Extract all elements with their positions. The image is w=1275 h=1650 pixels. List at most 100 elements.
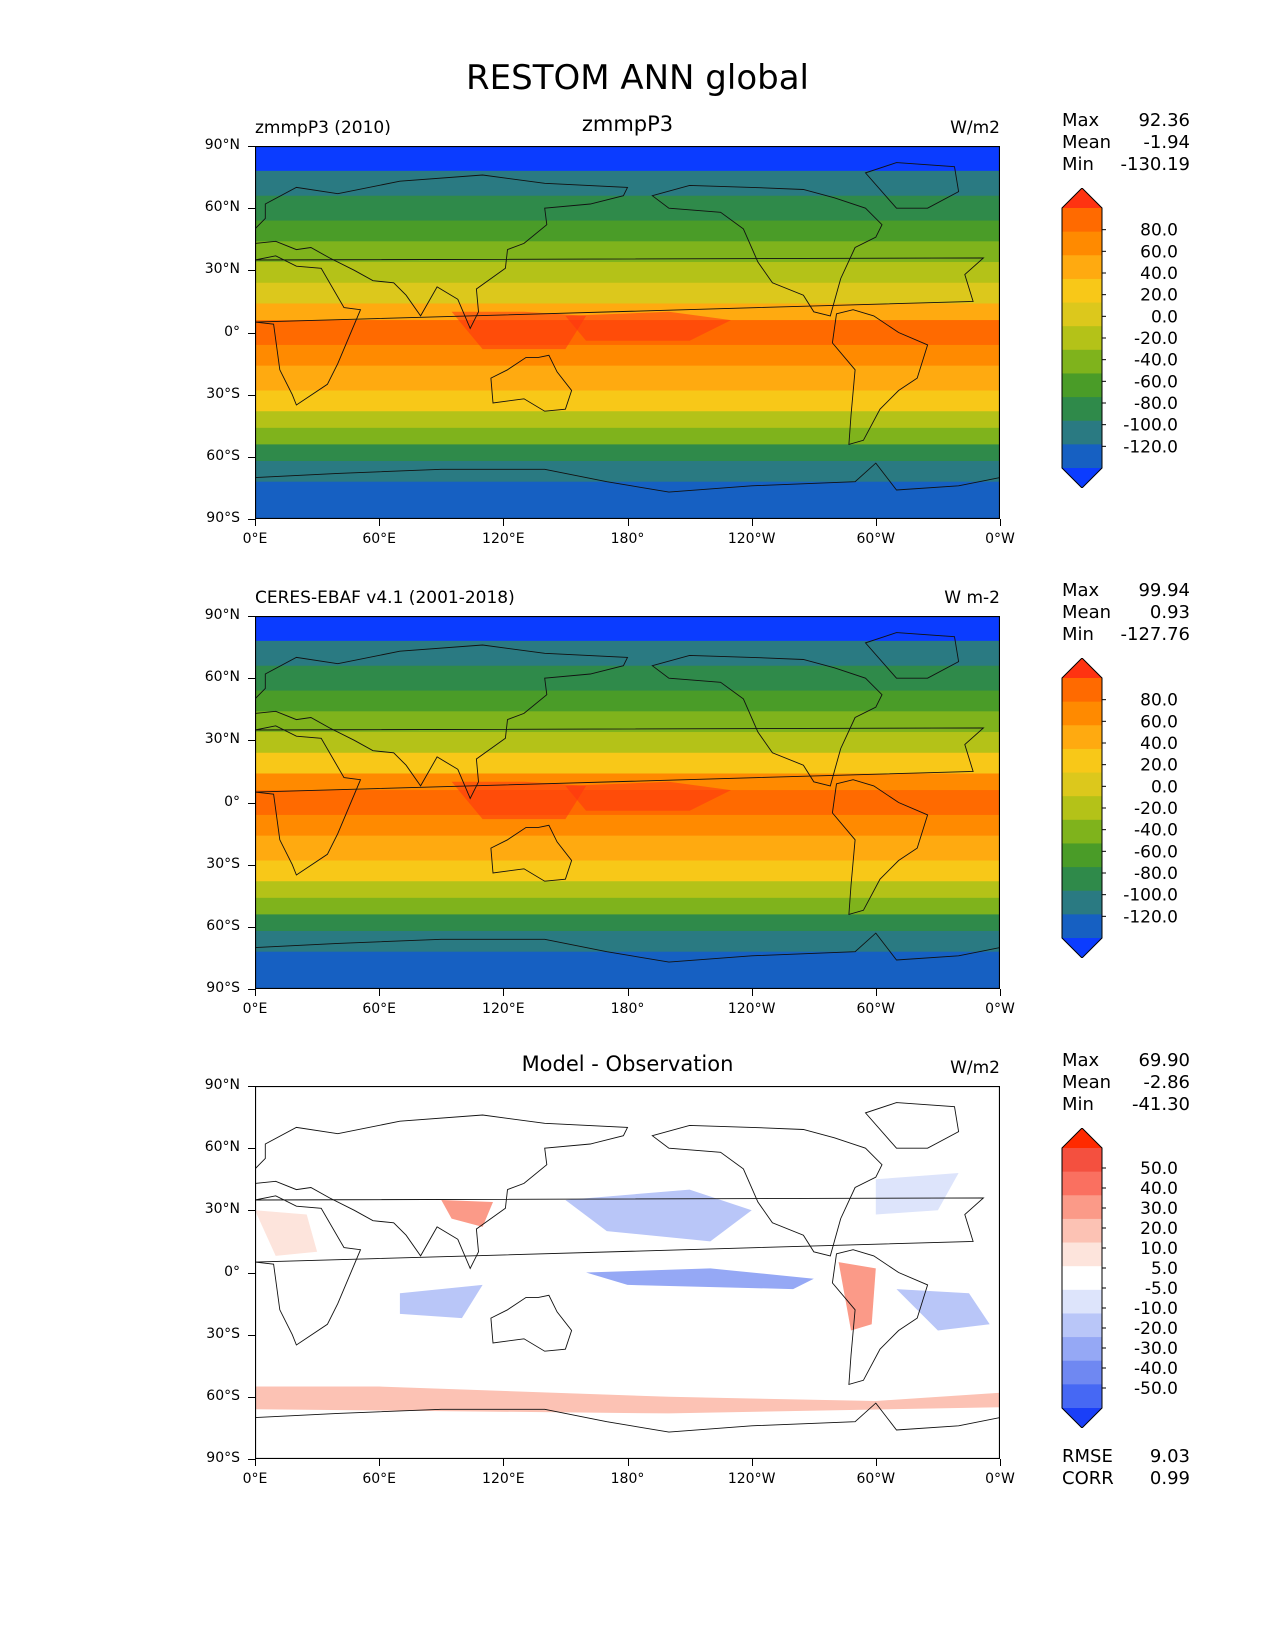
lat-tick-label: 30°S xyxy=(206,855,240,872)
stat-min: -127.76 xyxy=(1120,624,1190,645)
colorbar-tick-label: -20.0 xyxy=(1134,329,1178,349)
anomaly-region xyxy=(255,1210,318,1256)
lat-tick xyxy=(248,1272,255,1274)
lat-band xyxy=(255,690,1000,712)
colorbar-segment xyxy=(1062,1266,1102,1291)
colorbar-segment xyxy=(1062,326,1102,351)
lat-tick-label: 30°N xyxy=(204,1201,240,1218)
colorbar-tick-label: -60.0 xyxy=(1134,372,1178,392)
coastline xyxy=(651,1124,883,1257)
lat-tick-label: 60°S xyxy=(206,917,240,934)
stat-mean: 0.93 xyxy=(1149,602,1190,623)
colorbar-tick-label: -20.0 xyxy=(1134,1319,1178,1339)
lat-tick xyxy=(248,146,255,147)
colorbar-segment xyxy=(1062,255,1102,280)
lon-tick xyxy=(255,989,256,996)
lat-tick-label: 0° xyxy=(224,1263,240,1280)
lat-tick xyxy=(248,1396,255,1398)
colorbar: 50.040.030.020.010.05.0-5.0-10.0-20.0-30… xyxy=(1061,1128,1178,1428)
lat-tick-label: 90°S xyxy=(206,1450,240,1466)
panel-units: W/m2 xyxy=(950,118,1000,138)
colorbar-tick-label: 60.0 xyxy=(1140,712,1178,732)
colorbar-segment xyxy=(1062,208,1102,233)
lat-band xyxy=(255,170,1000,197)
corr-value: 0.99 xyxy=(1149,1468,1190,1489)
map-frame xyxy=(255,616,1000,989)
model-panel: zmmpP3 zmmpP3 (2010) W/m2 Max 92.36 Mean -… xyxy=(0,110,1275,616)
lat-tick-label: 60°S xyxy=(206,447,240,464)
anomaly-region xyxy=(255,1386,1000,1414)
colorbar-tick-label: 20.0 xyxy=(1140,1219,1178,1239)
lat-band xyxy=(255,732,1000,754)
warm-pool xyxy=(451,311,587,350)
lon-tick-label: 60°W xyxy=(856,531,896,547)
lon-tick-label: 120°E xyxy=(482,531,525,547)
colorbar-segment xyxy=(1062,914,1102,939)
map-frame xyxy=(255,146,1000,519)
lon-tick xyxy=(751,989,753,996)
lon-tick-label: 120°E xyxy=(482,1001,525,1017)
lat-tick xyxy=(248,1334,255,1336)
lat-band xyxy=(255,411,1000,429)
colorbar-tick-label: -10.0 xyxy=(1134,1299,1178,1319)
model-map xyxy=(255,146,1000,519)
colorbar-tick-label: -40.0 xyxy=(1134,821,1178,841)
lon-tick xyxy=(627,519,629,526)
lon-tick xyxy=(255,519,256,526)
map-frame xyxy=(255,1086,1000,1459)
lon-tick xyxy=(875,519,877,526)
colorbar-tick-label: -80.0 xyxy=(1134,864,1178,884)
lon-tick-label: 180° xyxy=(610,1471,645,1487)
rmse-label: RMSE xyxy=(1062,1446,1113,1467)
lon-tick xyxy=(751,1459,753,1466)
colorbar-tick-label: 0.0 xyxy=(1151,777,1178,797)
coastline xyxy=(255,1402,1000,1459)
lon-tick-label: 0°E xyxy=(242,1471,268,1487)
anomaly-region xyxy=(896,1289,990,1331)
colorbar-extend-max xyxy=(1062,658,1102,678)
colorbar-tick-label: -80.0 xyxy=(1134,394,1178,414)
lat-tick-label: 90°N xyxy=(204,1077,240,1093)
lat-band xyxy=(255,444,1000,462)
coastline xyxy=(255,255,985,406)
lat-band xyxy=(255,665,1000,692)
coastline xyxy=(864,1102,960,1149)
lon-tick-label: 120°E xyxy=(482,1471,525,1487)
colorbar-segment xyxy=(1062,890,1102,915)
lat-tick-label: 60°N xyxy=(204,669,240,686)
colorbar-tick-label: -40.0 xyxy=(1134,351,1178,371)
lon-tick-label: 0°W xyxy=(985,531,1015,547)
lon-tick-label: 0°E xyxy=(242,1001,268,1017)
lat-band xyxy=(255,897,1000,915)
coastline xyxy=(255,174,629,330)
colorbar-tick-label: 80.0 xyxy=(1140,221,1178,241)
colorbar-tick-label: -40.0 xyxy=(1134,1359,1178,1379)
difference-map xyxy=(255,1086,1000,1459)
coastline xyxy=(651,184,883,317)
lon-tick-label: 60°E xyxy=(362,1001,396,1017)
stat-mean-label: Mean xyxy=(1062,132,1112,153)
colorbar-tick-label: 20.0 xyxy=(1140,286,1178,306)
coastline xyxy=(864,632,960,679)
colorbar-segment xyxy=(1062,1313,1102,1338)
colorbar-segment xyxy=(1062,1384,1102,1409)
lon-tick xyxy=(875,989,877,996)
panel-stats: Max 92.36 Mean -1.94 Min -130.19 xyxy=(1062,110,1190,176)
colorbar: 80.060.040.020.00.0-20.0-40.0-60.0-80.0-… xyxy=(1061,658,1178,958)
lon-tick xyxy=(751,519,753,526)
lon-tick-label: 60°E xyxy=(362,531,396,547)
anomaly-region xyxy=(838,1262,876,1331)
colorbar-segment xyxy=(1062,1337,1102,1362)
lon-tick xyxy=(1000,989,1001,996)
stat-max-label: Max xyxy=(1062,110,1100,131)
colorbar-tick-label: 30.0 xyxy=(1140,1199,1178,1219)
panel-left-label: zmmpP3 (2010) xyxy=(255,118,391,138)
colorbar-tick-label: 80.0 xyxy=(1140,691,1178,711)
lat-tick-label: 60°N xyxy=(204,199,240,216)
colorbar-segment xyxy=(1062,231,1102,256)
colorbar-tick-label: 20.0 xyxy=(1140,756,1178,776)
rmse-value: 9.03 xyxy=(1149,1446,1190,1467)
coastline xyxy=(255,932,1000,989)
lat-band xyxy=(255,711,1000,733)
colorbar-tick-label: -120.0 xyxy=(1123,907,1178,927)
